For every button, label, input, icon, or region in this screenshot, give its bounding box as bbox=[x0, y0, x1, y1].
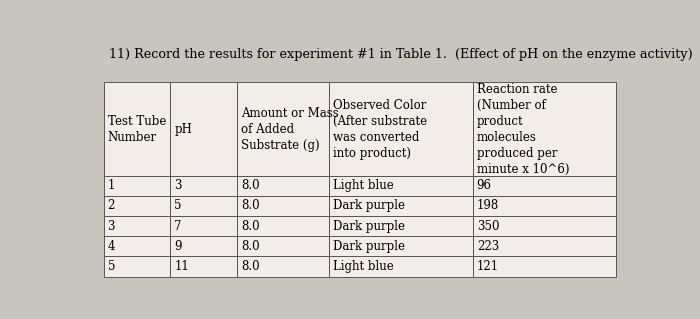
Bar bbox=[104, 256, 170, 277]
Text: Reaction rate
(Number of
product
molecules
produced per
minute x 10^6): Reaction rate (Number of product molecul… bbox=[477, 83, 569, 175]
Text: Test Tube
Number: Test Tube Number bbox=[108, 115, 166, 144]
Bar bbox=[473, 236, 617, 256]
Bar bbox=[104, 236, 170, 256]
Bar bbox=[329, 196, 473, 216]
Text: Light blue: Light blue bbox=[333, 260, 394, 273]
Text: 5: 5 bbox=[174, 199, 182, 212]
Text: 96: 96 bbox=[477, 179, 491, 192]
Bar bbox=[329, 216, 473, 236]
Bar bbox=[237, 236, 329, 256]
Bar bbox=[170, 236, 237, 256]
Bar bbox=[237, 256, 329, 277]
Bar bbox=[170, 83, 237, 176]
Text: 4: 4 bbox=[108, 240, 115, 253]
Text: Dark purple: Dark purple bbox=[333, 240, 405, 253]
Text: 223: 223 bbox=[477, 240, 499, 253]
Text: 7: 7 bbox=[174, 219, 182, 233]
Text: 350: 350 bbox=[477, 219, 499, 233]
Text: Observed Color
(After substrate
was converted
into product): Observed Color (After substrate was conv… bbox=[333, 99, 427, 160]
Text: pH: pH bbox=[174, 122, 192, 136]
Bar bbox=[473, 256, 617, 277]
Bar bbox=[329, 256, 473, 277]
Text: Dark purple: Dark purple bbox=[333, 199, 405, 212]
Text: 198: 198 bbox=[477, 199, 499, 212]
Bar bbox=[104, 196, 170, 216]
Text: 8.0: 8.0 bbox=[241, 260, 260, 273]
Text: 11) Record the results for experiment #1 in Table 1.  (Effect of pH on the enzym: 11) Record the results for experiment #1… bbox=[109, 48, 693, 61]
Bar bbox=[104, 176, 170, 196]
Bar bbox=[170, 176, 237, 196]
Text: 8.0: 8.0 bbox=[241, 240, 260, 253]
Text: Light blue: Light blue bbox=[333, 179, 394, 192]
Bar bbox=[237, 83, 329, 176]
Text: 5: 5 bbox=[108, 260, 115, 273]
Bar bbox=[473, 176, 617, 196]
Bar bbox=[104, 216, 170, 236]
Text: 1: 1 bbox=[108, 179, 115, 192]
Text: 8.0: 8.0 bbox=[241, 179, 260, 192]
Bar bbox=[170, 196, 237, 216]
Text: 3: 3 bbox=[174, 179, 182, 192]
Text: 11: 11 bbox=[174, 260, 189, 273]
Text: 2: 2 bbox=[108, 199, 115, 212]
Bar bbox=[329, 176, 473, 196]
Text: 9: 9 bbox=[174, 240, 182, 253]
Bar bbox=[473, 83, 617, 176]
Text: 3: 3 bbox=[108, 219, 115, 233]
Text: Amount or Mass
of Added
Substrate (g): Amount or Mass of Added Substrate (g) bbox=[241, 107, 339, 152]
Bar bbox=[170, 256, 237, 277]
Bar bbox=[104, 83, 170, 176]
Text: 8.0: 8.0 bbox=[241, 199, 260, 212]
Bar bbox=[329, 83, 473, 176]
Bar bbox=[473, 196, 617, 216]
Bar bbox=[237, 176, 329, 196]
Bar bbox=[237, 196, 329, 216]
Bar bbox=[329, 236, 473, 256]
Text: 8.0: 8.0 bbox=[241, 219, 260, 233]
Bar bbox=[473, 216, 617, 236]
Bar bbox=[237, 216, 329, 236]
Text: Dark purple: Dark purple bbox=[333, 219, 405, 233]
Bar bbox=[170, 216, 237, 236]
Text: 121: 121 bbox=[477, 260, 499, 273]
